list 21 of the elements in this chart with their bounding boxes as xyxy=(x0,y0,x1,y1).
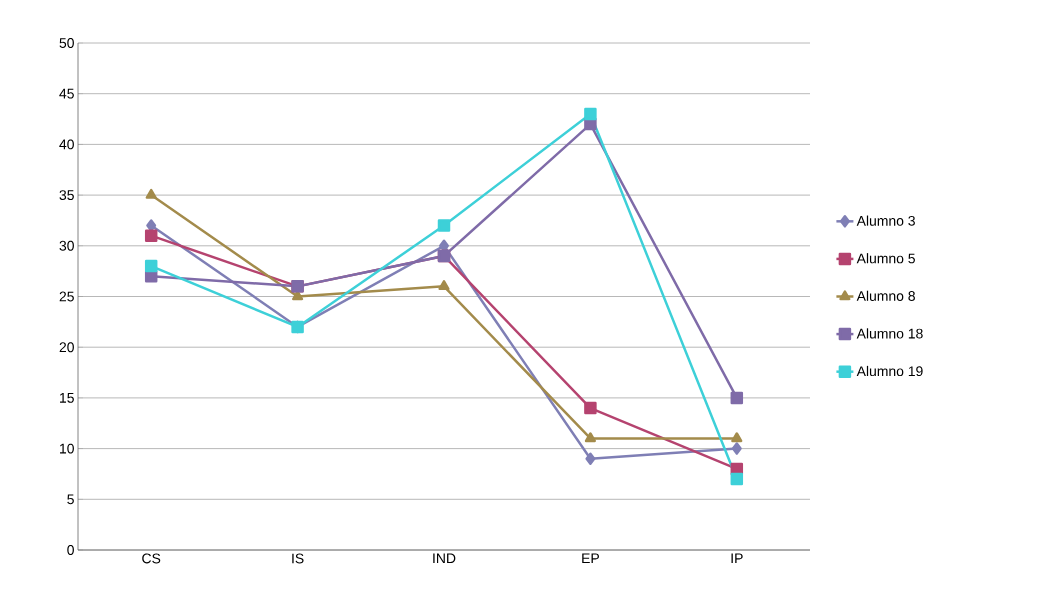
y-tick-label: 50 xyxy=(59,38,74,48)
y-tick-label: 0 xyxy=(67,545,74,555)
x-tick-label: EP xyxy=(582,553,599,564)
y-tick-label: 35 xyxy=(59,190,74,201)
y-tick-label: 10 xyxy=(60,443,74,454)
y-tick-label: 15 xyxy=(60,393,74,403)
y-tick-label: 5 xyxy=(67,494,74,505)
y-tick-label: 40 xyxy=(59,139,74,150)
legend-label: Alumno 18 xyxy=(856,328,923,339)
x-tick-label: IND xyxy=(433,553,456,564)
legend-label: Alumno 3 xyxy=(856,215,915,226)
legend-label: Alumno 5 xyxy=(856,253,915,264)
legend-label: Alumno 8 xyxy=(856,290,915,301)
x-tick-label: CS xyxy=(142,553,161,564)
y-tick-label: 20 xyxy=(59,342,74,353)
legend-label: Alumno 19 xyxy=(856,365,923,377)
y-tick-label: 45 xyxy=(59,88,74,99)
y-tick-label: 30 xyxy=(59,240,74,251)
x-tick-label: IP xyxy=(731,553,743,564)
x-tick-label: IS xyxy=(292,553,304,564)
y-tick-label: 25 xyxy=(59,291,74,302)
